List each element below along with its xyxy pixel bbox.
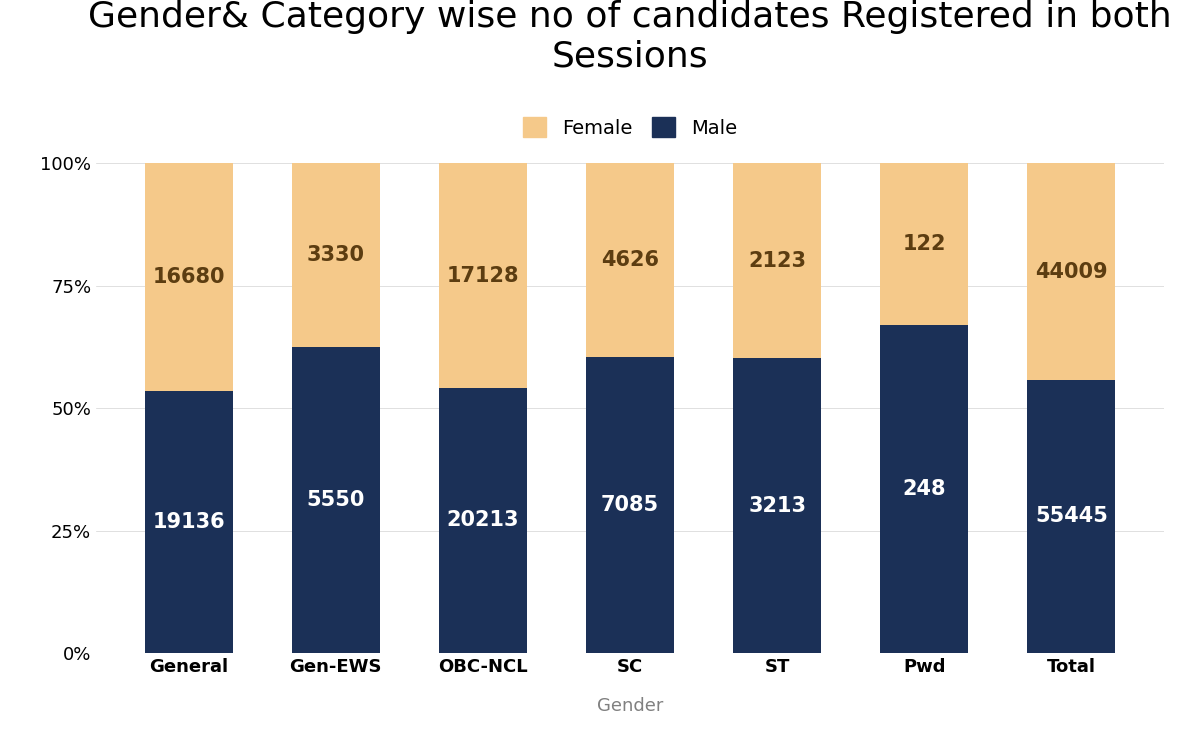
Bar	[733, 358, 821, 653]
Text: 19136: 19136	[152, 512, 224, 532]
Text: 3330: 3330	[307, 245, 365, 265]
Text: 55445: 55445	[1034, 507, 1108, 527]
Bar	[880, 163, 968, 325]
Bar	[144, 391, 233, 653]
Bar	[439, 163, 527, 388]
Bar	[733, 163, 821, 358]
Legend: Female, Male: Female, Male	[515, 109, 745, 145]
Bar	[880, 325, 968, 653]
Text: 122: 122	[902, 234, 946, 254]
Text: 248: 248	[902, 479, 946, 499]
Text: 7085: 7085	[601, 495, 659, 515]
X-axis label: Gender: Gender	[596, 697, 664, 715]
Bar	[144, 163, 233, 391]
Text: 4626: 4626	[601, 250, 659, 270]
Text: 2123: 2123	[748, 251, 806, 271]
Bar	[439, 388, 527, 653]
Bar	[292, 347, 380, 653]
Text: 5550: 5550	[306, 490, 365, 510]
Text: 3213: 3213	[748, 496, 806, 516]
Bar	[586, 163, 674, 357]
Title: Gender& Category wise no of candidates Registered in both
Sessions: Gender& Category wise no of candidates R…	[88, 0, 1172, 73]
Bar	[1027, 163, 1116, 380]
Bar	[586, 357, 674, 653]
Text: 44009: 44009	[1036, 262, 1108, 282]
Text: 16680: 16680	[152, 267, 224, 287]
Bar	[292, 163, 380, 347]
Text: 17128: 17128	[446, 266, 520, 286]
Bar	[1027, 380, 1116, 653]
Text: 20213: 20213	[446, 510, 520, 531]
